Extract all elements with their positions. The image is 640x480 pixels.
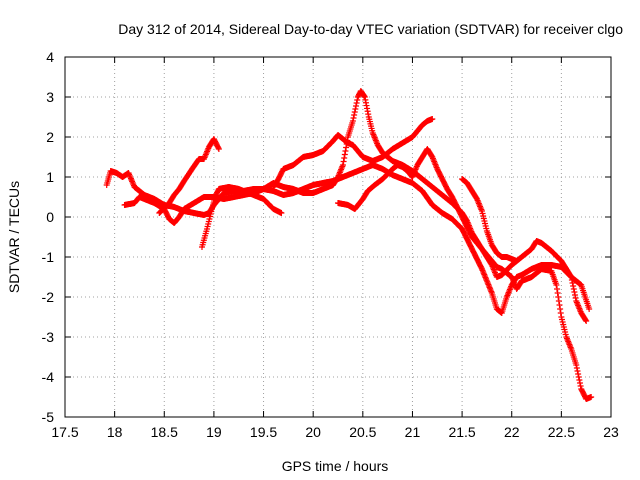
- data-point: [513, 258, 520, 264]
- axis-ticks: [64, 56, 612, 418]
- x-tick-label: 17.5: [51, 424, 78, 440]
- x-tick-label: 22.5: [548, 424, 575, 440]
- data-point: [340, 158, 347, 165]
- data-point: [570, 286, 577, 292]
- data-point: [342, 148, 349, 154]
- data-point: [557, 306, 564, 312]
- chart-title: Day 312 of 2014, Sidereal Day-to-day VTE…: [118, 21, 623, 37]
- data-point: [556, 302, 563, 308]
- x-tick-label: 22: [504, 424, 520, 440]
- data-point: [341, 151, 348, 158]
- data-point: [572, 295, 579, 301]
- data-point: [576, 377, 583, 383]
- data-point: [339, 162, 346, 168]
- data-point: [351, 112, 358, 118]
- series-track-5: [270, 116, 436, 190]
- data-point: [351, 109, 358, 115]
- data-point: [577, 383, 584, 389]
- data-point: [575, 374, 582, 380]
- y-tick-label: -4: [42, 369, 55, 385]
- series-track-4: [198, 184, 285, 250]
- data-point: [557, 310, 564, 316]
- data-point: [555, 294, 562, 300]
- data-point: [570, 283, 577, 289]
- tick-labels: 17.5 18 18.5 19 19.5 20 20.5 21 21.5 22 22.5 23-5-4…: [42, 49, 619, 440]
- data-point: [573, 365, 580, 371]
- x-tick-label: 19.5: [250, 424, 277, 440]
- y-tick-label: 2: [46, 129, 54, 145]
- data-point: [352, 103, 359, 109]
- x-tick-label: 19: [206, 424, 222, 440]
- data-point: [354, 97, 361, 103]
- y-tick-label: -2: [42, 289, 55, 305]
- data-point: [571, 289, 578, 295]
- data-point: [568, 274, 575, 280]
- x-tick-label: 23: [603, 424, 619, 440]
- series-track-1: [103, 162, 593, 316]
- data-point: [573, 362, 580, 368]
- x-tick-label: 18.5: [151, 424, 178, 440]
- y-tick-label: 4: [46, 49, 54, 65]
- data-point: [553, 282, 560, 288]
- data-point: [576, 380, 583, 386]
- series-track-7: [459, 176, 520, 264]
- data-point: [586, 306, 593, 312]
- x-tick-label: 18: [107, 424, 123, 440]
- data-point: [583, 318, 590, 324]
- series-track-3: [156, 136, 222, 216]
- data-points: [103, 88, 595, 402]
- data-point: [582, 317, 589, 323]
- data-point: [429, 116, 436, 122]
- x-tick-label: 21.5: [448, 424, 475, 440]
- x-tick-label: 20: [305, 424, 321, 440]
- y-tick-label: -3: [42, 329, 55, 345]
- data-point: [215, 146, 222, 152]
- y-axis-title: SDTVAR / TECUs: [6, 181, 22, 293]
- data-point: [572, 292, 579, 298]
- data-point: [341, 155, 348, 161]
- gridlines: [65, 57, 611, 417]
- data-point: [554, 290, 561, 296]
- data-point: [575, 371, 582, 377]
- plot-frame: [64, 56, 612, 418]
- data-point: [343, 144, 350, 151]
- data-point: [568, 277, 575, 283]
- y-tick-label: -5: [42, 409, 55, 425]
- y-tick-label: 1: [46, 169, 54, 185]
- data-point: [554, 286, 561, 292]
- y-tick-label: -1: [42, 249, 55, 265]
- data-point: [574, 368, 581, 374]
- y-tick-label: 0: [46, 209, 54, 225]
- data-point: [350, 115, 357, 121]
- x-tick-label: 21: [405, 424, 421, 440]
- x-tick-label: 20.5: [349, 424, 376, 440]
- data-point: [353, 100, 360, 106]
- data-point: [352, 106, 359, 112]
- data-point: [278, 210, 285, 216]
- data-point: [569, 280, 576, 286]
- series-track-6: [335, 146, 595, 402]
- data-point: [588, 394, 595, 400]
- x-axis-title: GPS time / hours: [282, 458, 389, 474]
- data-point: [349, 118, 356, 124]
- data-point: [555, 298, 562, 304]
- y-tick-label: 3: [46, 89, 54, 105]
- data-point: [215, 144, 222, 151]
